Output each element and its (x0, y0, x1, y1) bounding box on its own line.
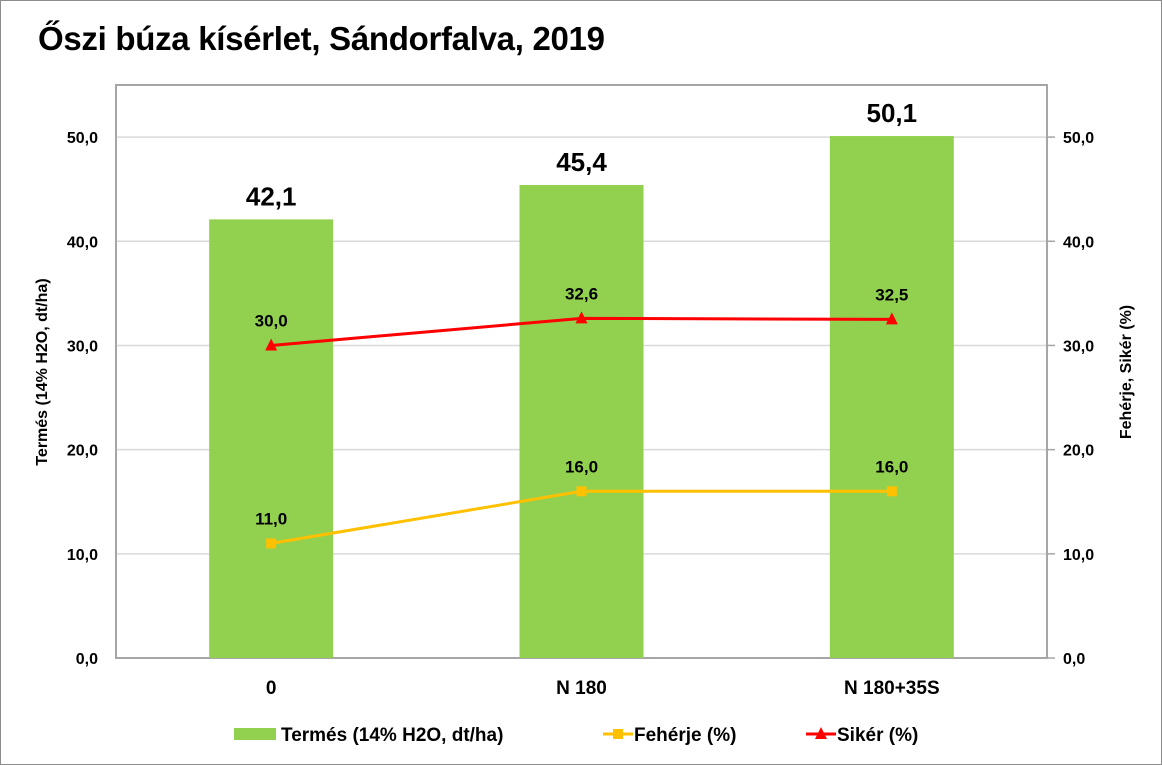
bar (519, 185, 644, 659)
bar (209, 219, 334, 659)
line-data-label: 16,0 (565, 457, 598, 476)
left-axis-title: Termés (14% H2O, dt/ha) (34, 278, 51, 465)
legend-triangle-marker (815, 727, 827, 739)
right-axis-title: Fehérje, Sikér (%) (1118, 305, 1135, 439)
legend: Termés (14% H2O, dt/ha) Fehérje (%) Sikér … (234, 725, 918, 746)
category-label: N 180 (556, 678, 607, 699)
square-marker (576, 486, 587, 497)
right-axis-ticks: 0,0 10,0 20,0 30,0 40,0 50,0 (1047, 130, 1094, 668)
triangle-marker (885, 312, 898, 325)
left-tick-label: 10,0 (67, 547, 98, 564)
line-data-label: 32,6 (565, 284, 598, 303)
triangle-marker (575, 311, 588, 324)
legend-label: Sikér (%) (837, 725, 918, 746)
legend-label: Termés (14% H2O, dt/ha) (281, 725, 503, 746)
left-axis-ticks: 0,0 10,0 20,0 30,0 40,0 50,0 (67, 130, 98, 668)
right-tick-label: 20,0 (1063, 443, 1094, 460)
bar-data-label: 42,1 (246, 181, 297, 211)
left-tick-label: 30,0 (67, 338, 98, 355)
left-tick-label: 50,0 (67, 130, 98, 147)
left-tick-label: 20,0 (67, 443, 98, 460)
chart-title: Őszi búza kísérlet, Sándorfalva, 2019 (38, 20, 605, 57)
bars-layer (209, 136, 954, 659)
legend-swatch-bar (234, 728, 276, 740)
data-labels-layer: 42,1 45,4 50,1 11,0 16,0 16,0 30,0 32,6 32,5 (246, 98, 917, 528)
line-data-label: 11,0 (255, 509, 287, 528)
right-tick-label: 0,0 (1063, 651, 1085, 668)
bar-data-label: 45,4 (556, 147, 607, 177)
square-marker (886, 486, 897, 497)
left-tick-label: 0,0 (76, 651, 98, 668)
category-axis: 0 N 180 N 180+35S (266, 678, 940, 699)
left-tick-label: 40,0 (67, 234, 98, 251)
line-data-label: 16,0 (875, 457, 908, 476)
bar (829, 136, 954, 659)
right-tick-label: 40,0 (1063, 234, 1094, 251)
triangle-marker (265, 338, 278, 351)
category-label: N 180+35S (844, 678, 940, 699)
right-tick-label: 10,0 (1063, 547, 1094, 564)
line-data-label: 32,5 (875, 285, 908, 304)
legend-label: Fehérje (%) (634, 725, 736, 746)
square-marker (266, 538, 277, 549)
line-data-label: 30,0 (255, 311, 288, 330)
bar-data-label: 50,1 (867, 98, 918, 128)
category-label: 0 (266, 678, 277, 699)
lines-layer (265, 311, 898, 549)
right-tick-label: 50,0 (1063, 130, 1094, 147)
right-tick-label: 30,0 (1063, 338, 1094, 355)
legend-square-marker (613, 729, 623, 739)
